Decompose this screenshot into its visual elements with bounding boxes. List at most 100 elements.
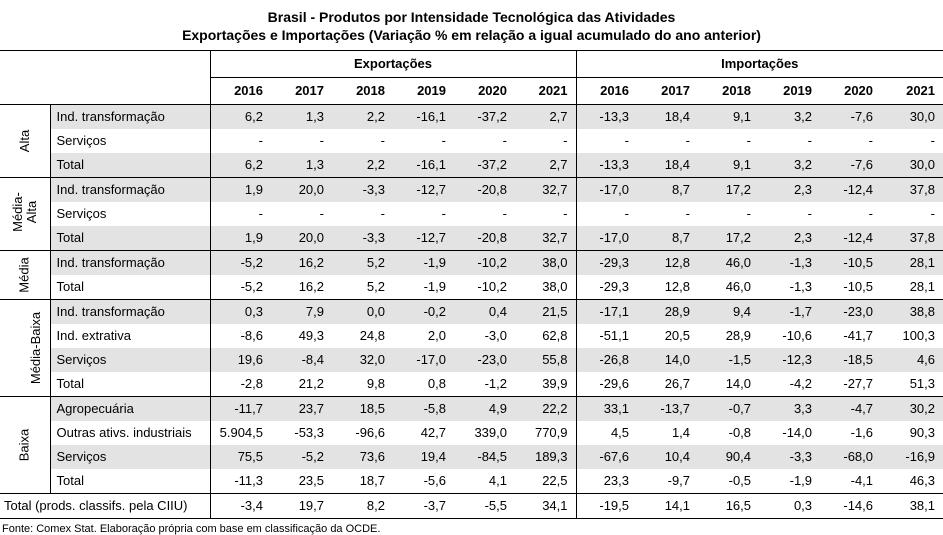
export-value-cell: -1,2: [484, 376, 507, 391]
year-header: 2021: [906, 83, 936, 98]
import-value-cell: -7,6: [820, 104, 882, 129]
export-value-cell: 1,3: [271, 153, 332, 178]
export-value-cell: -37,2: [454, 153, 515, 178]
export-value-cell: -17,0: [393, 348, 454, 372]
export-value-cell: -: [441, 133, 446, 148]
import-value-cell: 9,4: [698, 299, 760, 324]
group-label-text: Média-Alta: [9, 191, 39, 232]
table-row: Serviços - - - - - - - - - - - -: [0, 202, 943, 226]
year-header: 2017: [661, 83, 691, 98]
import-value-cell: 51,3: [909, 376, 936, 391]
import-value-cell: 28,1: [909, 279, 936, 294]
export-value-cell: 22,5: [515, 469, 577, 494]
import-value-cell: 20,5: [664, 328, 691, 343]
group-label-text: Baixa: [16, 428, 32, 462]
export-value-cell: 42,7: [420, 425, 446, 440]
year-header: 2018: [356, 83, 385, 98]
import-value-cell: 4,5: [610, 425, 630, 440]
grand-total-import-value: -14,6: [820, 493, 882, 519]
export-value-cell: -5,2: [210, 250, 271, 275]
export-value-cell: 2,2: [332, 104, 393, 129]
export-value-cell: -84,5: [454, 445, 515, 469]
import-value-cell: 46,0: [725, 279, 752, 294]
import-value-cell: 90,3: [909, 425, 936, 440]
import-value-cell: -29,3: [576, 250, 638, 275]
grand-total-export-value: 34,1: [515, 493, 577, 519]
row-label: Total: [50, 275, 211, 300]
export-value-cell: 0,4: [454, 299, 515, 324]
year-header: 2016: [600, 83, 630, 98]
export-value-cell: 1,9: [210, 226, 271, 251]
header-blank: [0, 77, 211, 105]
export-value-cell: -: [441, 206, 446, 221]
grand-total-import-value: 0,3: [759, 493, 821, 519]
grand-total-export-value: -3,4: [210, 493, 271, 519]
export-value-cell: 4,9: [454, 396, 515, 421]
table-row: Total -11,3 23,5 18,7 -5,6 4,1 22,5 23,3 -9,7 -0,…: [0, 469, 943, 494]
export-value-cell: -3,3: [332, 177, 393, 202]
import-value-cell: -1,6: [850, 425, 874, 440]
row-label: Ind. transformação: [50, 299, 211, 324]
data-table: Exportações Importações 2016 2017 2018 2019 20…: [0, 50, 943, 519]
table-row: Total -2,8 21,2 9,8 0,8 -1,2 39,9 -29,6 26,7 14,0…: [0, 372, 943, 397]
title-line-1: Brasil - Produtos por Intensidade Tecnol…: [267, 9, 676, 25]
export-value-cell: 7,9: [271, 299, 332, 324]
export-value-cell: -: [319, 133, 324, 148]
export-value-cell: 16,2: [298, 279, 324, 294]
import-value-cell: -: [868, 206, 874, 221]
import-value-cell: -13,3: [576, 153, 638, 178]
row-label: Agropecuária: [50, 396, 211, 421]
import-value-cell: 28,1: [881, 250, 943, 275]
export-value-cell: 21,2: [298, 376, 324, 391]
export-value-cell: 20,0: [271, 226, 332, 251]
export-value-cell: 6,2: [210, 153, 271, 178]
row-label: Serviços: [50, 348, 211, 372]
export-value-cell: 19,4: [393, 445, 454, 469]
table-row: Outras ativs. industriais 5.904,5 -53,3 -96…: [0, 421, 943, 445]
import-value-cell: -: [624, 133, 630, 148]
export-value-cell: 2,0: [427, 328, 446, 343]
import-value-cell: -41,7: [843, 328, 874, 343]
import-value-cell: -: [930, 206, 936, 221]
export-value-cell: 0,0: [332, 299, 393, 324]
export-value-cell: 18,7: [359, 473, 385, 488]
import-value-cell: 10,4: [637, 445, 699, 469]
import-value-cell: 46,3: [909, 473, 936, 488]
import-value-cell: -0,8: [728, 425, 752, 440]
import-value-cell: 17,2: [698, 226, 760, 251]
import-value-cell: -17,1: [576, 299, 638, 324]
table-row: Ind. extrativa -8,6 49,3 24,8 2,0 -3,0 62,8 -51…: [0, 324, 943, 348]
export-value-cell: 21,5: [515, 299, 577, 324]
import-value-cell: -4,7: [820, 396, 882, 421]
import-value-cell: -10,6: [782, 328, 813, 343]
import-value-cell: -: [746, 206, 752, 221]
export-value-cell: 32,7: [515, 226, 577, 251]
import-value-cell: -12,4: [820, 226, 882, 251]
import-value-cell: 90,4: [698, 445, 760, 469]
export-value-cell: -: [502, 133, 507, 148]
group-label: Baixa: [0, 396, 51, 494]
export-value-cell: 0,3: [210, 299, 271, 324]
import-value-cell: 12,8: [637, 250, 699, 275]
imports-header: Importações: [576, 50, 943, 78]
import-value-cell: -: [930, 133, 936, 148]
table-title: Brasil - Produtos por Intensidade Tecnol…: [0, 0, 943, 44]
import-value-cell: -23,0: [820, 299, 882, 324]
import-value-cell: -18,5: [820, 348, 882, 372]
import-value-cell: 28,9: [637, 299, 699, 324]
year-header: 2019: [783, 83, 813, 98]
import-value-cell: 1,4: [671, 425, 691, 440]
export-value-cell: 339,0: [474, 425, 507, 440]
import-value-cell: 3,3: [759, 396, 821, 421]
group-label-text: Média: [16, 257, 32, 293]
export-value-cell: -23,0: [454, 348, 515, 372]
export-value-cell: 9,8: [366, 376, 385, 391]
import-value-cell: 3,2: [759, 104, 821, 129]
header-years-row: 2016 2017 2018 2019 2020 2021 2016 2017 2018 2019…: [0, 77, 943, 105]
export-value-cell: 2,7: [515, 104, 577, 129]
export-value-cell: -3,3: [332, 226, 393, 251]
import-value-cell: -1,3: [759, 250, 821, 275]
source-note: Fonte: Comex Stat. Elaboração própria co…: [2, 523, 381, 535]
grand-total-export-value: -3,7: [393, 493, 454, 519]
grand-total-export-value: 8,2: [332, 493, 393, 519]
